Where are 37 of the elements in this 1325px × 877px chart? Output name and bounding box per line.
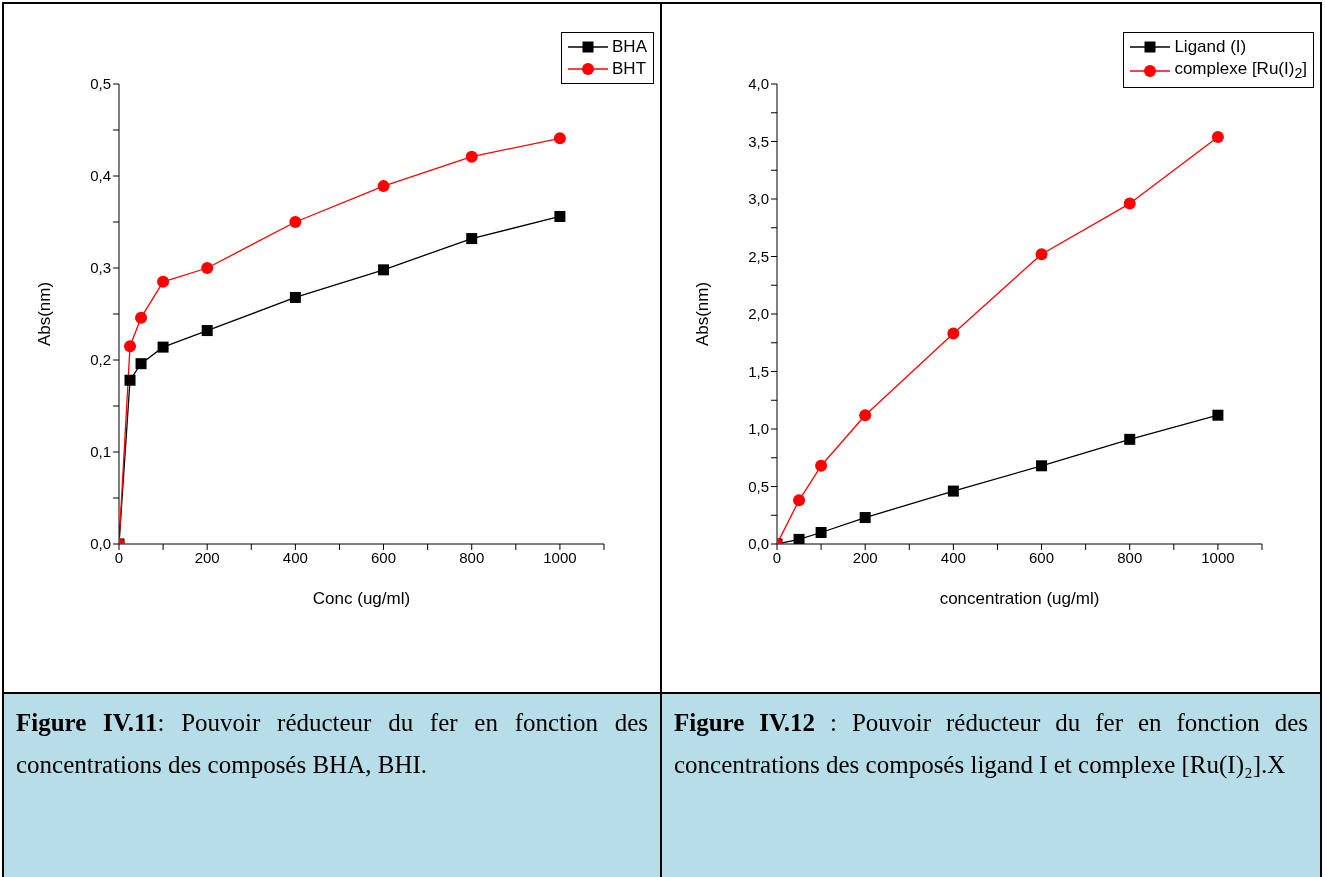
x-tick-label: 600 [1029,548,1055,566]
y-tick-label: 0,0 [748,535,769,553]
legend-label: Ligand (I) [1174,36,1247,58]
x-tick-label: 1000 [1201,548,1235,566]
y-tick-label: 0,4 [90,167,111,185]
legend-label: BHA [612,36,647,58]
x-axis-title: Conc (ug/ml) [312,589,411,608]
x-axis-title: concentration (ug/ml) [939,589,1100,608]
y-tick-label: 2,0 [748,305,769,323]
y-axis-title: Abs(nm) [693,281,713,347]
text: Figure IV.11: Pouvoir réducteur du fer en fonction des concentrations des composés BHA, BHI. [16,709,648,778]
y-tick-label: 0,2 [90,351,111,369]
y-tick-label: 2,5 [748,247,769,265]
x-tick-label: 400 [940,548,966,566]
x-tick-label: 0 [772,548,782,566]
x-tick-label: 1000 [543,548,577,566]
x-tick-label: 0 [114,548,124,566]
y-axis-title: Abs(nm) [35,281,55,347]
y-tick-label: 1,5 [748,362,769,380]
y-tick-label: 0,1 [90,443,111,461]
x-tick-label: 800 [1117,548,1143,566]
legend-label: complexe [Ru(I)$_{2}$] [1174,58,1307,84]
x-tick-label: 200 [194,548,220,566]
legend-label: BHT [612,58,647,80]
y-tick-label: 0,0 [90,535,111,553]
y-tick-label: 0,5 [748,477,769,495]
x-tick-label: 400 [282,548,308,566]
y-tick-label: 1,0 [748,420,769,438]
y-tick-label: 0,3 [90,259,111,277]
x-tick-label: 800 [459,548,485,566]
x-tick-label: 600 [371,548,397,566]
y-tick-label: 0,5 [90,75,111,93]
y-tick-label: 4,0 [748,75,769,93]
y-tick-label: 3,5 [748,132,769,150]
text: Figure IV.12 : Pouvoir réducteur du fer en fonction des concentrations des composés ligand I et complexe [Ru(I)₂].X [674,709,1308,778]
y-tick-label: 3,0 [748,190,769,208]
x-tick-label: 200 [852,548,878,566]
